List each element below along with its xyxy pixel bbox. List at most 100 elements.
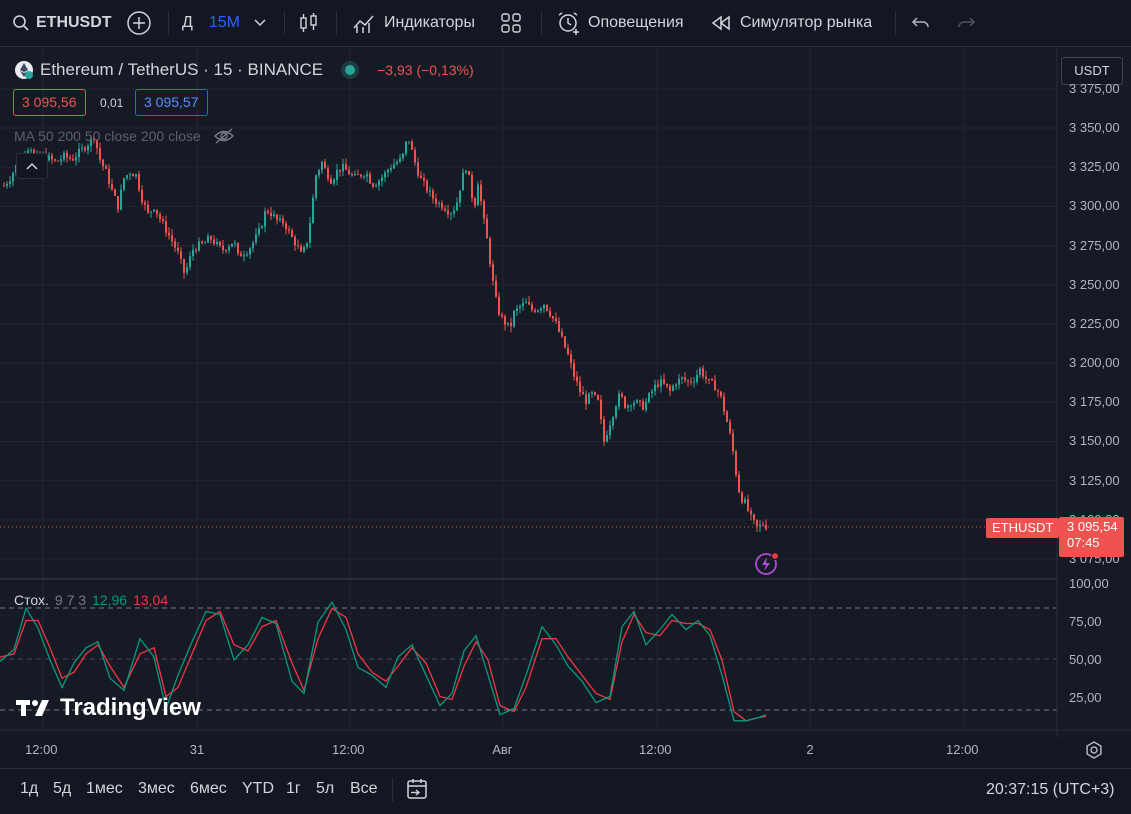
rewind-icon	[710, 14, 732, 32]
sell-price-box[interactable]: 3 095,56	[13, 89, 86, 116]
market-open-status-dot[interactable]	[345, 65, 356, 75]
candle-body	[441, 203, 443, 209]
collapse-legend-button[interactable]	[16, 153, 48, 179]
lightning-alert-icon[interactable]	[754, 551, 780, 575]
candle-body	[309, 223, 311, 243]
chart-canvas[interactable]	[0, 47, 1131, 737]
candle-body	[177, 247, 179, 252]
range-button[interactable]: YTD	[242, 780, 274, 797]
range-button[interactable]: 5л	[316, 780, 335, 797]
candle-body	[762, 524, 764, 526]
candle-body	[723, 396, 725, 412]
candle-body	[429, 190, 431, 192]
candle-body	[90, 137, 92, 146]
currency-selector[interactable]: USDT	[1061, 57, 1123, 85]
ma-indicator-legend[interactable]: MA 50 200 50 close 200 close	[14, 128, 235, 144]
replay-button[interactable]: Симулятор рынка	[710, 0, 872, 46]
toolbar-divider	[392, 778, 393, 802]
candle-body	[393, 164, 395, 169]
eye-crossed-icon[interactable]	[213, 128, 235, 144]
candle-body	[141, 189, 143, 203]
candle-body	[132, 173, 134, 177]
candle-body	[408, 141, 410, 143]
indicators-button[interactable]: Индикаторы	[352, 0, 475, 46]
candle-body	[120, 189, 122, 210]
candle-body	[645, 402, 647, 410]
undo-button[interactable]	[911, 0, 931, 46]
candle-body	[453, 210, 455, 214]
candle-body	[279, 218, 281, 221]
range-button[interactable]: 1г	[286, 780, 301, 797]
candle-body	[66, 152, 68, 158]
candle-body	[486, 218, 488, 239]
candle-body	[273, 214, 275, 217]
range-button[interactable]: Все	[350, 780, 378, 797]
grid-icon	[500, 12, 522, 34]
price-axis-label: 3 125,00	[1069, 472, 1120, 488]
redo-button[interactable]	[956, 0, 976, 46]
candle-body	[381, 177, 383, 181]
candle-body	[48, 155, 50, 161]
candle-body	[303, 247, 305, 252]
candle-body	[729, 421, 731, 434]
buy-price-box[interactable]: 3 095,57	[135, 89, 208, 116]
range-button[interactable]: 1мес	[86, 780, 123, 797]
candle-body	[396, 161, 398, 165]
toolbar-divider	[336, 11, 337, 35]
candle-body	[351, 174, 353, 176]
candle-body	[300, 246, 302, 252]
goto-date-button[interactable]	[405, 777, 431, 806]
candle-body	[432, 190, 434, 199]
undo-icon	[911, 15, 931, 31]
stoch-legend[interactable]: Стох. 9 7 3 12,96 13,04	[14, 592, 168, 608]
candle-body	[504, 316, 506, 325]
candle-body	[99, 148, 101, 160]
symbol-search[interactable]: ETHUSDT	[12, 0, 112, 46]
stoch-params: 9 7 3	[54, 592, 87, 608]
candle-body	[609, 425, 611, 436]
stoch-d-value: 13,04	[133, 592, 169, 608]
candle-body	[231, 243, 233, 247]
candle-body	[462, 172, 464, 191]
legend-symbol-title[interactable]: Ethereum / TetherUS · 15 · BINANCE	[40, 60, 324, 79]
candle-body	[426, 180, 428, 192]
range-button[interactable]: 6мес	[190, 780, 227, 797]
candle-body	[489, 238, 491, 265]
chart-type-button[interactable]	[298, 0, 320, 46]
range-button[interactable]: 3мес	[138, 780, 175, 797]
candle-body	[30, 150, 32, 152]
candle-body	[267, 211, 269, 213]
candle-body	[423, 178, 425, 181]
watermark-text: TradingView	[60, 694, 201, 721]
candle-body	[108, 168, 110, 184]
candle-body	[654, 384, 656, 392]
templates-button[interactable]	[500, 0, 522, 46]
candle-body	[606, 435, 608, 442]
candle-body	[405, 141, 407, 154]
time-axis-label: 2	[806, 742, 814, 757]
chart-settings-button[interactable]	[1084, 740, 1104, 765]
candle-body	[699, 368, 701, 375]
alerts-button[interactable]: Оповещения	[556, 0, 684, 46]
range-button[interactable]: 1д	[20, 780, 39, 797]
clock-timezone[interactable]: 20:37:15 (UTC+3)	[986, 781, 1115, 798]
candle-body	[390, 168, 392, 171]
candle-body	[492, 264, 494, 281]
range-button[interactable]: 5д	[53, 780, 72, 797]
candle-body	[228, 246, 230, 251]
candle-body	[366, 173, 368, 177]
top-toolbar: ETHUSDT Д 15М Индикаторы Оповещени	[0, 0, 1131, 47]
candle-body	[510, 322, 512, 327]
candle-body	[765, 524, 767, 530]
time-axis-label: 12:00	[639, 742, 672, 757]
candle-body	[75, 157, 77, 161]
price-axis-label: 3 275,00	[1069, 237, 1120, 253]
candle-body	[198, 241, 200, 251]
compare-symbol-button[interactable]	[126, 0, 152, 46]
chart-area[interactable]	[0, 47, 1131, 737]
candle-body	[648, 393, 650, 403]
stoch-axis-label: 100,00	[1069, 576, 1109, 591]
candle-body	[435, 198, 437, 204]
candle-body	[522, 303, 524, 307]
interval-selector[interactable]: Д 15М	[182, 0, 266, 46]
